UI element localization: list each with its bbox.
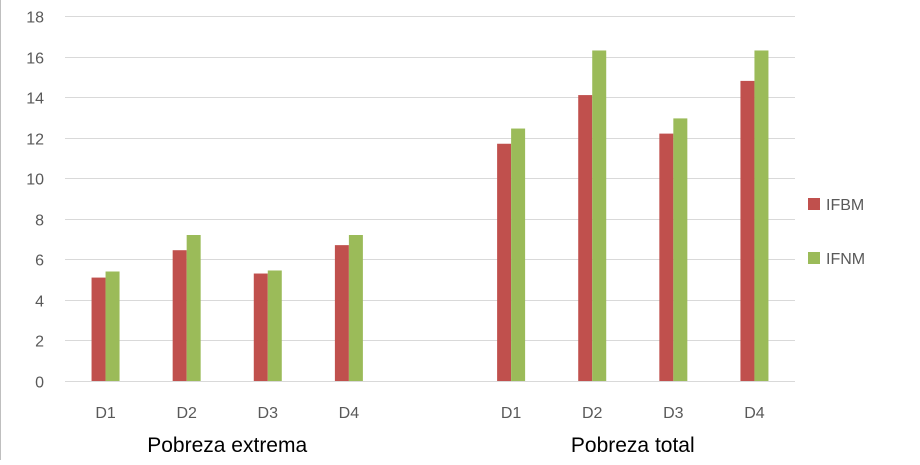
bar-ifbm-d2 — [578, 95, 593, 381]
legend: IFBM IFNM — [808, 197, 865, 268]
bar-ifbm-d1 — [91, 277, 106, 381]
x-tick-label: D2 — [176, 405, 197, 422]
y-tick-label: 4 — [35, 294, 44, 311]
y-tick-label: 18 — [26, 10, 44, 27]
y-tick-label: 6 — [35, 253, 44, 270]
bar-ifnm-d3 — [673, 118, 688, 382]
bar-ifnm-d4 — [754, 50, 769, 381]
x-tick-label: D1 — [95, 405, 116, 422]
x-axis-ticks: D1 D2 D3 D4 D1 D2 D3 D4 — [95, 405, 764, 422]
bar-ifbm-d4 — [740, 80, 755, 381]
bar-ifbm-d3 — [253, 273, 268, 381]
legend-swatch-ifbm — [808, 198, 820, 210]
bar-ifnm-d1 — [105, 271, 120, 381]
bar-ifnm-d4 — [348, 235, 363, 381]
legend-label-ifbm: IFBM — [826, 197, 864, 214]
bar-ifnm-d1 — [511, 128, 526, 381]
legend-swatch-ifnm — [808, 252, 820, 264]
bars — [91, 50, 769, 382]
y-tick-label: 16 — [26, 51, 44, 68]
bar-ifnm-d2 — [186, 235, 201, 381]
x-tick-label: D2 — [582, 405, 603, 422]
bar-ifbm-d3 — [659, 133, 674, 381]
bar-ifbm-d2 — [172, 250, 187, 381]
group-label: Pobreza extrema — [147, 434, 307, 457]
group-labels: Pobreza extrema Pobreza total — [147, 434, 694, 457]
y-tick-label: 2 — [35, 334, 44, 351]
y-tick-label: 8 — [35, 213, 44, 230]
y-tick-label: 12 — [26, 132, 44, 149]
bar-ifbm-d1 — [497, 143, 512, 381]
bar-ifnm-d2 — [592, 50, 607, 381]
bar-ifnm-d3 — [267, 270, 282, 381]
group-label: Pobreza total — [571, 434, 695, 457]
y-tick-label: 0 — [35, 375, 44, 392]
legend-label-ifnm: IFNM — [826, 251, 865, 268]
bar-ifbm-d4 — [334, 245, 349, 381]
y-axis-ticks: 0 2 4 6 8 10 12 14 16 18 — [26, 10, 44, 392]
x-tick-label: D1 — [501, 405, 522, 422]
x-tick-label: D4 — [744, 405, 765, 422]
x-tick-label: D3 — [663, 405, 684, 422]
x-tick-label: D4 — [339, 405, 360, 422]
x-tick-label: D3 — [258, 405, 279, 422]
y-tick-label: 14 — [26, 91, 44, 108]
y-tick-label: 10 — [26, 172, 44, 189]
